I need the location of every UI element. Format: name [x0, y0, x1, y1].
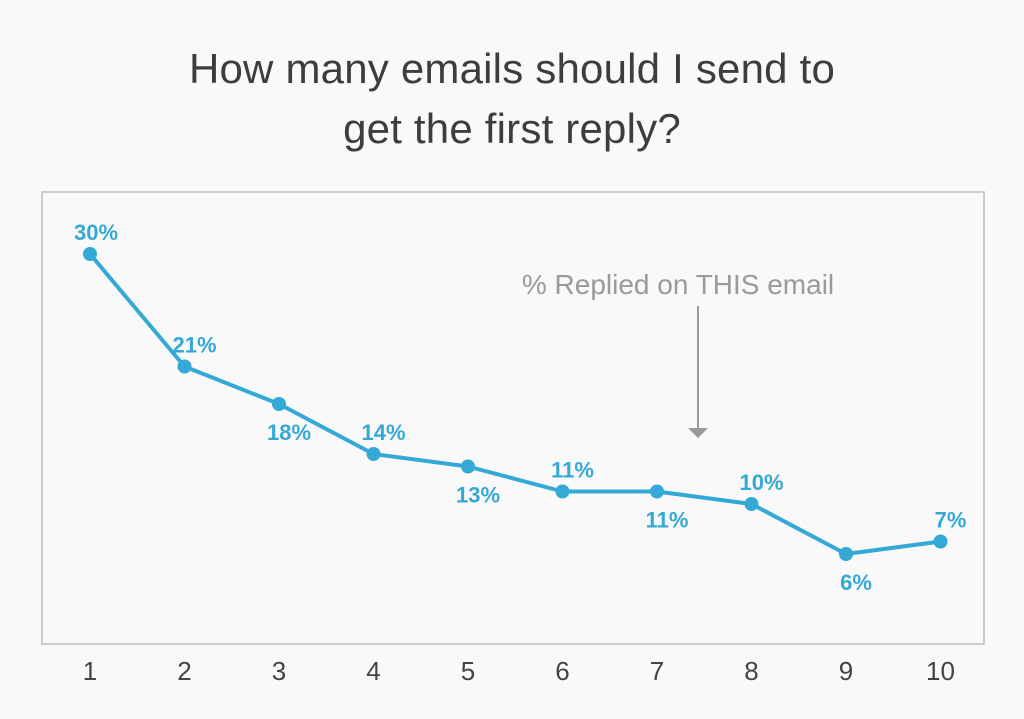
annotation-text: % Replied on THIS email: [522, 269, 834, 300]
data-point-1: [83, 247, 97, 261]
data-point-2: [177, 359, 192, 374]
data-point-6: [555, 484, 570, 499]
data-point-3: [272, 397, 286, 411]
x-tick-label-1: 1: [83, 656, 97, 686]
data-label-1: 30%: [74, 220, 118, 245]
x-tick-label-2: 2: [177, 656, 191, 686]
data-label-3: 18%: [267, 420, 311, 445]
x-tick-label-6: 6: [555, 656, 569, 686]
data-label-7: 11%: [646, 508, 689, 533]
x-tick-label-10: 10: [926, 656, 955, 686]
data-label-6: 11%: [551, 458, 594, 483]
data-point-7: [650, 484, 664, 499]
data-label-5: 13%: [456, 483, 500, 508]
annotation-arrow-head: [688, 428, 708, 438]
chart-title-line-2: get the first reply?: [343, 105, 681, 152]
data-point-8: [744, 497, 759, 511]
plot-frame: [41, 191, 985, 645]
chart-title-line-1: How many emails should I send to: [188, 45, 836, 92]
data-point-5: [461, 459, 475, 474]
data-point-10: [933, 534, 948, 549]
series-line: [88, 252, 943, 556]
data-point-4: [366, 447, 381, 461]
x-tick-label-4: 4: [366, 656, 380, 686]
x-tick-label-7: 7: [650, 656, 664, 686]
x-tick-label-8: 8: [744, 656, 758, 686]
x-tick-label-5: 5: [461, 656, 475, 686]
data-point-9: [839, 547, 853, 561]
data-label-2: 21%: [172, 333, 216, 358]
data-label-4: 14%: [361, 420, 405, 445]
x-tick-label-9: 9: [839, 656, 853, 686]
data-label-8: 10%: [739, 470, 783, 495]
data-label-9: 6%: [840, 570, 872, 595]
data-label-10: 7%: [935, 508, 967, 533]
x-tick-label-3: 3: [272, 656, 286, 686]
